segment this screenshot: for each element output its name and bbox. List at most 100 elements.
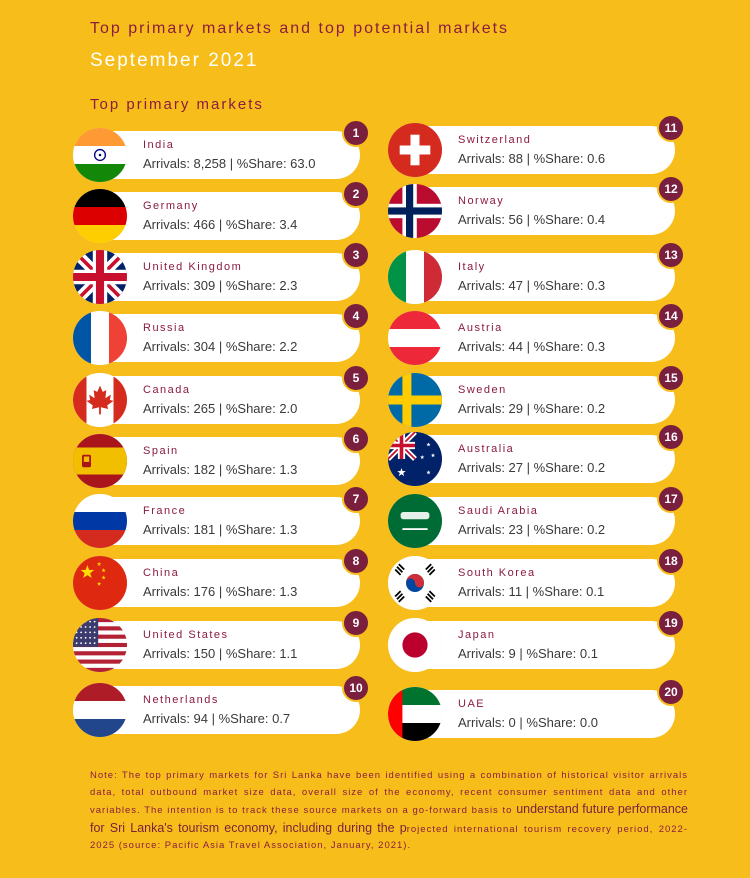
market-card: Austria Arrivals: 44 | %Share: 0.3 14 [388, 302, 685, 365]
country-name: Japan [458, 629, 496, 641]
arrivals-share: Arrivals: 9 | %Share: 0.1 [458, 646, 598, 661]
country-name: Saudi Arabia [458, 505, 539, 517]
footnote-highlight: understand future performance for Sri La… [90, 802, 689, 835]
arrivals-share: Arrivals: 29 | %Share: 0.2 [458, 401, 606, 416]
rank-badge: 17 [657, 485, 685, 513]
rank-badge: 10 [342, 674, 370, 702]
arrivals-share: Arrivals: 181 | %Share: 1.3 [143, 522, 298, 537]
rank-badge: 5 [342, 364, 370, 392]
market-card: Russia Arrivals: 304 | %Share: 2.2 4 [73, 302, 370, 365]
market-card: Sweden Arrivals: 29 | %Share: 0.2 15 [388, 364, 685, 427]
market-card: Australia Arrivals: 27 | %Share: 0.2 16 [388, 423, 685, 486]
norway-flag-icon [388, 184, 442, 238]
market-card: Germany Arrivals: 466 | %Share: 3.4 2 [73, 180, 370, 243]
arrivals-share: Arrivals: 150 | %Share: 1.1 [143, 646, 298, 661]
rank-badge: 18 [657, 547, 685, 575]
rank-badge: 4 [342, 302, 370, 330]
arrivals-share: Arrivals: 0 | %Share: 0.0 [458, 715, 598, 730]
country-name: UAE [458, 698, 486, 710]
country-name: Sweden [458, 384, 507, 396]
rank-badge: 12 [657, 175, 685, 203]
country-name: Canada [143, 384, 191, 396]
rank-badge: 13 [657, 241, 685, 269]
market-card: Switzerland Arrivals: 88 | %Share: 0.6 11 [388, 114, 685, 177]
arrivals-share: Arrivals: 88 | %Share: 0.6 [458, 151, 606, 166]
arrivals-share: Arrivals: 265 | %Share: 2.0 [143, 401, 298, 416]
arrivals-share: Arrivals: 309 | %Share: 2.3 [143, 278, 298, 293]
italy-flag-icon [388, 250, 442, 304]
market-card: Spain Arrivals: 182 | %Share: 1.3 6 [73, 425, 370, 488]
country-name: France [143, 505, 187, 517]
country-name: India [143, 139, 175, 151]
arrivals-share: Arrivals: 176 | %Share: 1.3 [143, 584, 298, 599]
germany-flag-icon [73, 189, 127, 243]
russia-flag-icon [73, 494, 127, 548]
arrivals-share: Arrivals: 466 | %Share: 3.4 [143, 217, 298, 232]
china-flag-icon [73, 556, 127, 610]
switzerland-flag-icon [388, 123, 442, 177]
arrivals-share: Arrivals: 8,258 | %Share: 63.0 [143, 156, 316, 171]
section-title: Top primary markets [90, 96, 264, 113]
arrivals-share: Arrivals: 304 | %Share: 2.2 [143, 339, 298, 354]
country-name: Austria [458, 322, 503, 334]
arrivals-share: Arrivals: 27 | %Share: 0.2 [458, 460, 606, 475]
rank-badge: 9 [342, 609, 370, 637]
footnote-text-end: rojected international tourism recovery … [90, 823, 688, 852]
australia-flag-icon [388, 432, 442, 486]
country-name: Switzerland [458, 134, 532, 146]
page-subtitle: September 2021 [90, 50, 259, 71]
market-card: United States Arrivals: 150 | %Share: 1.1… [73, 609, 370, 672]
market-card: Japan Arrivals: 9 | %Share: 0.1 19 [388, 609, 685, 672]
arrivals-share: Arrivals: 56 | %Share: 0.4 [458, 212, 606, 227]
rank-badge: 15 [657, 364, 685, 392]
canada-flag-icon [73, 373, 127, 427]
country-name: United States [143, 629, 229, 641]
arrivals-share: Arrivals: 11 | %Share: 0.1 [458, 584, 605, 599]
rank-badge: 16 [657, 423, 685, 451]
united-kingdom-flag-icon [73, 250, 127, 304]
market-card: France Arrivals: 181 | %Share: 1.3 7 [73, 485, 370, 548]
country-name: Russia [143, 322, 186, 334]
arrivals-share: Arrivals: 182 | %Share: 1.3 [143, 462, 298, 477]
india-flag-icon [73, 128, 127, 182]
saudi-arabia-flag-icon [388, 494, 442, 548]
rank-badge: 19 [657, 609, 685, 637]
arrivals-share: Arrivals: 47 | %Share: 0.3 [458, 278, 606, 293]
country-name: United Kingdom [143, 261, 243, 273]
market-card: India Arrivals: 8,258 | %Share: 63.0 1 [73, 119, 370, 182]
country-name: Netherlands [143, 694, 219, 706]
footnote: Note: The top primary markets for Sri La… [90, 768, 688, 855]
rank-badge: 1 [342, 119, 370, 147]
country-name: Italy [458, 261, 486, 273]
country-name: Norway [458, 195, 505, 207]
market-card: Norway Arrivals: 56 | %Share: 0.4 12 [388, 175, 685, 238]
market-card: Saudi Arabia Arrivals: 23 | %Share: 0.2 17 [388, 485, 685, 548]
country-name: Germany [143, 200, 199, 212]
market-card: Netherlands Arrivals: 94 | %Share: 0.7 10 [73, 674, 370, 737]
market-card: Italy Arrivals: 47 | %Share: 0.3 13 [388, 241, 685, 304]
arrivals-share: Arrivals: 94 | %Share: 0.7 [143, 711, 291, 726]
footnote-text: Note: The top primary markets for Sri La… [90, 770, 688, 816]
market-card: United Kingdom Arrivals: 309 | %Share: 2.… [73, 241, 370, 304]
uae-flag-icon [388, 687, 442, 741]
austria-flag-icon [388, 311, 442, 365]
country-name: Australia [458, 443, 515, 455]
arrivals-share: Arrivals: 44 | %Share: 0.3 [458, 339, 606, 354]
rank-badge: 8 [342, 547, 370, 575]
market-card: South Korea Arrivals: 11 | %Share: 0.1 18 [388, 547, 685, 610]
spain-flag-icon [73, 434, 127, 488]
france-flag-icon [73, 311, 127, 365]
rank-badge: 20 [657, 678, 685, 706]
market-card: Canada Arrivals: 265 | %Share: 2.0 5 [73, 364, 370, 427]
japan-flag-icon [388, 618, 442, 672]
arrivals-share: Arrivals: 23 | %Share: 0.2 [458, 522, 606, 537]
netherlands-flag-icon [73, 683, 127, 737]
rank-badge: 6 [342, 425, 370, 453]
country-name: China [143, 567, 180, 579]
united-states-flag-icon [73, 618, 127, 672]
market-card: UAE Arrivals: 0 | %Share: 0.0 20 [388, 678, 685, 741]
rank-badge: 14 [657, 302, 685, 330]
country-name: Spain [143, 445, 179, 457]
rank-badge: 3 [342, 241, 370, 269]
south-korea-flag-icon [388, 556, 442, 610]
